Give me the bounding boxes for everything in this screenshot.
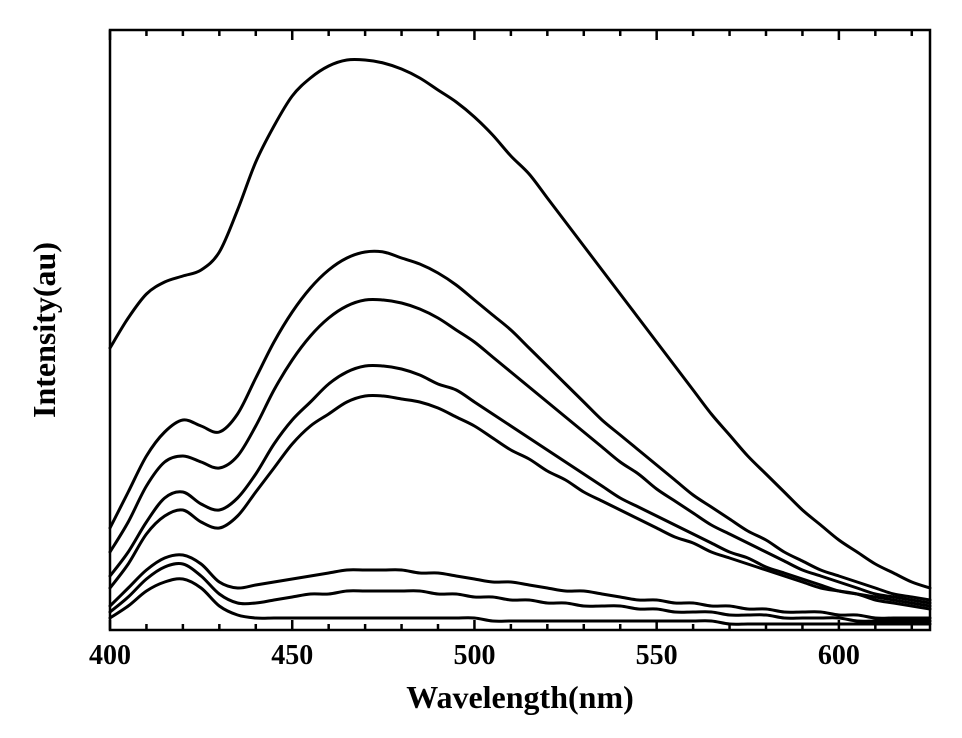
series-curve_2 bbox=[110, 251, 930, 600]
x-ticks: 400 450 500 550 600 bbox=[89, 30, 860, 671]
series-curve_4 bbox=[110, 365, 930, 606]
x-tick-label: 550 bbox=[636, 640, 678, 671]
x-minor-ticks bbox=[146, 30, 911, 630]
y-axis-title: Intensity(au) bbox=[26, 242, 62, 418]
series-curve_3 bbox=[110, 299, 930, 603]
chart-svg: 400 450 500 550 600 Wavelength(nm) Intensity… bbox=[0, 0, 962, 738]
x-tick-label: 500 bbox=[453, 640, 495, 671]
series-group bbox=[110, 59, 930, 624]
series-curve_1_top bbox=[110, 59, 930, 588]
x-axis-title: Wavelength(nm) bbox=[406, 679, 634, 715]
x-tick-label: 400 bbox=[89, 640, 131, 671]
x-tick-label: 600 bbox=[818, 640, 860, 671]
plot-frame bbox=[110, 30, 930, 630]
spectra-chart: 400 450 500 550 600 Wavelength(nm) Intensity… bbox=[0, 0, 962, 738]
x-tick-label: 450 bbox=[271, 640, 313, 671]
